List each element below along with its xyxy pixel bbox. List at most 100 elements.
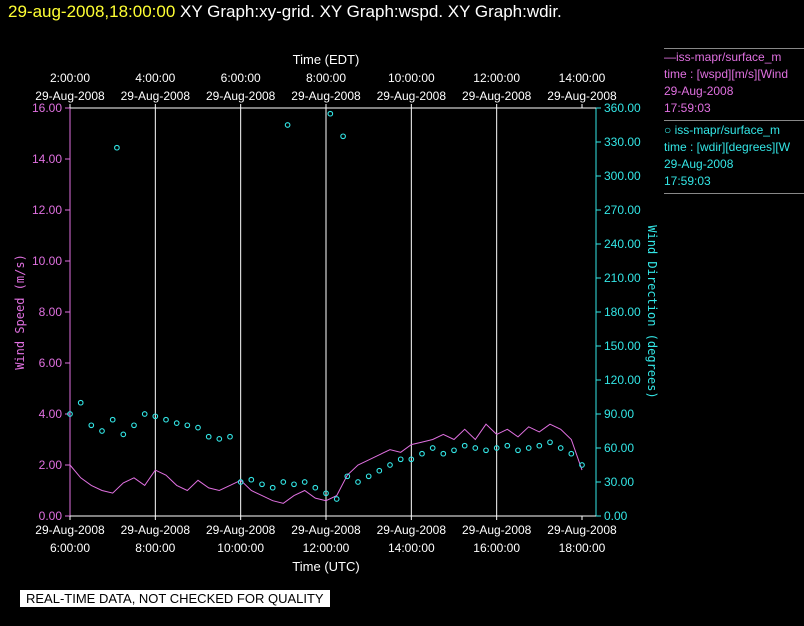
- wdir-point: [429, 445, 436, 451]
- wdir-point: [397, 456, 404, 463]
- wdir-point: [579, 462, 585, 468]
- top-tick-label: 2:00:00: [50, 71, 90, 85]
- legend-wspd-source: —iss-mapr/surface_m: [664, 50, 782, 64]
- wdir-point: [515, 447, 521, 454]
- wdir-point: [259, 481, 265, 488]
- legend-wspd-time: 17:59:03: [664, 101, 711, 115]
- bottom-tick-label: 10:00:00: [217, 541, 264, 555]
- wdir-point: [312, 484, 319, 491]
- graph-title: 29-aug-2008,18:00:00 XY Graph:xy-grid. X…: [8, 2, 562, 22]
- wdir-point: [237, 479, 244, 485]
- wdir-point: [472, 445, 479, 451]
- wdir-point: [344, 473, 351, 480]
- legend-wdir: ○ iss-mapr/surface_m time : [wdir][degre…: [664, 122, 804, 194]
- right-tick-label: 210.00: [604, 271, 641, 285]
- right-tick-label: 270.00: [604, 203, 641, 217]
- legend-wspd-date: 29-Aug-2008: [664, 84, 734, 98]
- wdir-point: [67, 411, 73, 417]
- legend-wspd-variable: time : [wspd][m/s][Wind: [664, 67, 789, 81]
- top-tick-date: 29-Aug-2008: [35, 89, 105, 103]
- left-tick-label: 6.00: [39, 356, 63, 370]
- wdir-point: [152, 413, 159, 420]
- top-axis-label: Time (EDT): [293, 52, 360, 67]
- wdir-point: [227, 433, 233, 440]
- wdir-point: [184, 422, 191, 429]
- wdir-point: [408, 456, 415, 463]
- wdir-point: [355, 479, 361, 485]
- top-tick-date: 29-Aug-2008: [291, 89, 361, 103]
- top-tick-date: 29-Aug-2008: [206, 89, 276, 103]
- wdir-point: [327, 110, 334, 117]
- left-tick-label: 10.00: [32, 254, 62, 268]
- left-tick-label: 8.00: [39, 305, 63, 319]
- wdir-point: [114, 144, 120, 151]
- wdir-point: [284, 122, 291, 128]
- right-tick-label: 60.00: [604, 441, 634, 455]
- wdir-point: [99, 428, 105, 434]
- left-axis-label: Wind Speed (m/s): [13, 254, 27, 370]
- wdir-point: [163, 416, 169, 423]
- wdir-point: [173, 420, 180, 426]
- left-tick-label: 4.00: [39, 407, 63, 421]
- right-tick-label: 180.00: [604, 305, 641, 319]
- wdir-point: [483, 447, 489, 454]
- top-tick-label: 6:00:00: [221, 71, 261, 85]
- bottom-tick-date: 29-Aug-2008: [377, 523, 447, 537]
- wdir-point: [419, 450, 425, 457]
- wdir-point: [333, 496, 340, 502]
- wdir-point: [269, 484, 276, 491]
- right-tick-label: 150.00: [604, 339, 641, 353]
- wdir-point: [195, 424, 201, 431]
- bottom-tick-label: 8:00:00: [135, 541, 175, 555]
- wdir-point: [451, 447, 457, 454]
- wdir-point: [301, 479, 308, 485]
- wspd-series-line: [69, 423, 583, 504]
- legend-wdir-date: 29-Aug-2008: [664, 157, 734, 171]
- right-axis-label: Wind Direction (degrees): [645, 225, 659, 398]
- left-tick-label: 14.00: [32, 152, 62, 166]
- wdir-point: [568, 450, 575, 457]
- wdir-point: [248, 476, 255, 483]
- bottom-tick-date: 29-Aug-2008: [35, 523, 105, 537]
- bottom-tick-label: 16:00:00: [473, 541, 520, 555]
- right-tick-label: 330.00: [604, 135, 641, 149]
- top-tick-date: 29-Aug-2008: [462, 89, 532, 103]
- bottom-tick-date: 29-Aug-2008: [462, 523, 532, 537]
- title-graph-list: XY Graph:xy-grid. XY Graph:wspd. XY Grap…: [180, 2, 562, 21]
- wdir-point: [536, 442, 543, 449]
- bottom-tick-label: 6:00:00: [50, 541, 90, 555]
- wdir-point: [387, 462, 393, 468]
- right-tick-label: 120.00: [604, 373, 641, 387]
- right-tick-label: 240.00: [604, 237, 641, 251]
- wdir-point: [131, 422, 137, 429]
- top-tick-date: 29-Aug-2008: [377, 89, 447, 103]
- bottom-axis-label: Time (UTC): [292, 559, 359, 574]
- wdir-point: [365, 473, 372, 480]
- bottom-tick-date: 29-Aug-2008: [121, 523, 191, 537]
- wdir-point: [120, 431, 127, 438]
- right-tick-label: 30.00: [604, 475, 634, 489]
- left-tick-label: 0.00: [39, 509, 63, 523]
- bottom-tick-date: 29-Aug-2008: [291, 523, 361, 537]
- top-tick-date: 29-Aug-2008: [121, 89, 191, 103]
- wdir-point: [525, 445, 532, 451]
- quality-disclaimer: REAL-TIME DATA, NOT CHECKED FOR QUALITY: [20, 590, 330, 607]
- wdir-point: [291, 481, 297, 488]
- top-tick-label: 10:00:00: [388, 71, 435, 85]
- right-tick-label: 360.00: [604, 101, 641, 115]
- wdir-point: [141, 411, 148, 417]
- top-tick-date: 29-Aug-2008: [547, 89, 617, 103]
- wdir-point: [109, 416, 116, 423]
- top-tick-label: 8:00:00: [306, 71, 346, 85]
- wdir-point: [376, 467, 383, 474]
- bottom-tick-date: 29-Aug-2008: [547, 523, 617, 537]
- left-tick-label: 16.00: [32, 101, 62, 115]
- wdir-point: [557, 445, 564, 451]
- left-tick-label: 12.00: [32, 203, 62, 217]
- legend-wspd: —iss-mapr/surface_m time : [wspd][m/s][W…: [664, 48, 804, 121]
- right-tick-label: 0.00: [604, 509, 628, 523]
- top-tick-label: 4:00:00: [135, 71, 175, 85]
- legend-wdir-source: ○ iss-mapr/surface_m: [664, 123, 780, 137]
- wdir-point: [547, 439, 553, 446]
